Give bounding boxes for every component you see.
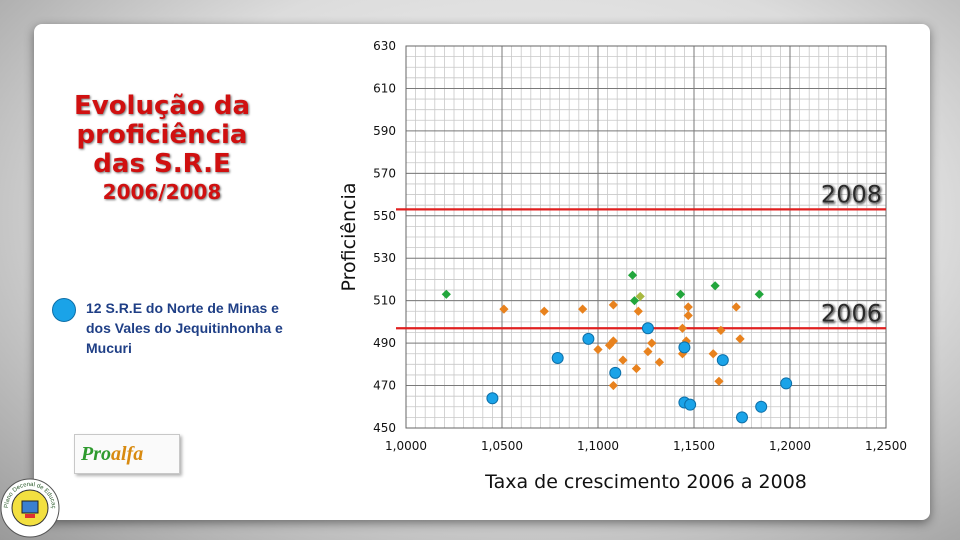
x-tick-label: 1,0000 (385, 439, 427, 453)
data-point-circle (641, 322, 654, 335)
title-line-1: Evolução da (73, 91, 251, 121)
data-point-circle (684, 398, 697, 411)
data-point-diamond (635, 291, 645, 302)
x-tick-label: 1,2500 (865, 439, 907, 453)
data-point-diamond (618, 355, 628, 365)
y-tick-label: 510 (373, 294, 396, 308)
data-point-circle (582, 332, 595, 345)
y-tick-label: 530 (373, 251, 396, 265)
data-point-diamond (633, 306, 643, 316)
data-point-diamond (608, 380, 618, 391)
y-tick-label: 550 (373, 209, 396, 223)
data-point-circle (678, 341, 691, 354)
data-point-circle (609, 366, 622, 379)
data-point-diamond (675, 289, 686, 299)
legend-text: 12 S.R.E do Norte de Minas e dos Vales d… (86, 300, 283, 356)
data-point-diamond (593, 344, 603, 355)
y-tick-label: 590 (373, 124, 396, 138)
reference-label-2006: 2006 (821, 299, 882, 327)
data-point-diamond (647, 338, 657, 348)
logo-part-1: Pro (81, 443, 111, 465)
data-point-circle (486, 392, 499, 405)
data-point-diamond (714, 376, 724, 386)
data-point-diamond (683, 310, 693, 321)
y-tick-label: 470 (373, 379, 396, 393)
title-years: 2006/2008 (102, 180, 222, 205)
data-point-diamond (710, 281, 720, 291)
data-point-circle (755, 400, 768, 413)
data-point-diamond (731, 302, 741, 312)
data-point-diamond (539, 306, 549, 316)
plot-border (405, 45, 887, 429)
education-plan-seal: Plano Decenal de Educação de Minas Gerai… (0, 478, 60, 538)
x-axis-label: Taxa de crescimento 2006 a 2008 (484, 471, 807, 493)
data-point-diamond (643, 347, 653, 357)
data-point-diamond (608, 300, 618, 310)
data-point-diamond (708, 349, 718, 359)
data-point-diamond (441, 289, 451, 299)
y-tick-label: 570 (373, 166, 396, 180)
data-point-circle (780, 377, 793, 390)
x-tick-label: 1,1500 (673, 439, 715, 453)
reference-label-2008: 2008 (821, 180, 882, 208)
x-tick-label: 1,0500 (481, 439, 523, 453)
data-point-diamond (608, 336, 618, 346)
y-tick-label: 610 (373, 81, 396, 95)
data-point-diamond (716, 325, 726, 335)
data-point-diamond (677, 323, 688, 333)
title-line-3: das S.R.E (93, 149, 231, 180)
proalfa-logo: Proalfa (74, 434, 180, 474)
data-point-diamond (683, 302, 693, 312)
y-tick-label: 490 (373, 336, 396, 350)
data-point-diamond (629, 296, 640, 306)
y-axis-label: Proficiência (338, 183, 360, 292)
legend-circle-icon (52, 298, 76, 322)
data-point-diamond (627, 270, 638, 280)
x-tick-label: 1,1000 (577, 439, 619, 453)
data-point-circle (551, 351, 564, 364)
title-line-2: proficiência (76, 120, 248, 151)
data-point-circle (716, 354, 729, 367)
y-tick-label: 450 (373, 421, 396, 435)
data-point-diamond (654, 357, 665, 367)
data-point-diamond (578, 304, 588, 314)
logo-part-2: alfa (111, 443, 144, 465)
data-point-circle (736, 411, 748, 424)
data-point-diamond (754, 289, 764, 299)
data-point-diamond (499, 304, 509, 314)
slide-title: Evolução da proficiência das S.R.E 2006/… (38, 91, 286, 205)
data-point-diamond (735, 334, 745, 344)
data-point-diamond (631, 363, 641, 374)
x-tick-label: 1,2000 (769, 439, 811, 453)
y-tick-label: 630 (373, 39, 396, 53)
